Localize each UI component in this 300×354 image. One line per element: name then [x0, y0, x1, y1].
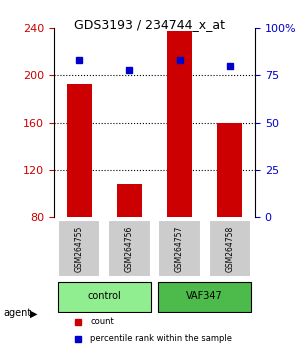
FancyBboxPatch shape	[158, 281, 251, 312]
FancyBboxPatch shape	[208, 220, 251, 277]
Text: GSM264756: GSM264756	[125, 225, 134, 272]
FancyBboxPatch shape	[58, 281, 151, 312]
Text: control: control	[87, 291, 121, 301]
Bar	[117, 184, 142, 217]
Text: count: count	[90, 317, 114, 326]
FancyBboxPatch shape	[158, 220, 201, 277]
Bar	[217, 122, 242, 217]
FancyBboxPatch shape	[58, 220, 100, 277]
FancyBboxPatch shape	[108, 220, 151, 277]
Text: GSM264758: GSM264758	[225, 225, 234, 272]
Bar	[167, 31, 192, 217]
Text: GSM264757: GSM264757	[175, 225, 184, 272]
Text: agent: agent	[3, 308, 31, 318]
Text: GSM264755: GSM264755	[75, 225, 84, 272]
Text: GDS3193 / 234744_x_at: GDS3193 / 234744_x_at	[74, 18, 226, 31]
Text: percentile rank within the sample: percentile rank within the sample	[90, 334, 232, 343]
Text: ▶: ▶	[30, 308, 38, 318]
Text: VAF347: VAF347	[186, 291, 223, 301]
Bar	[67, 84, 92, 217]
